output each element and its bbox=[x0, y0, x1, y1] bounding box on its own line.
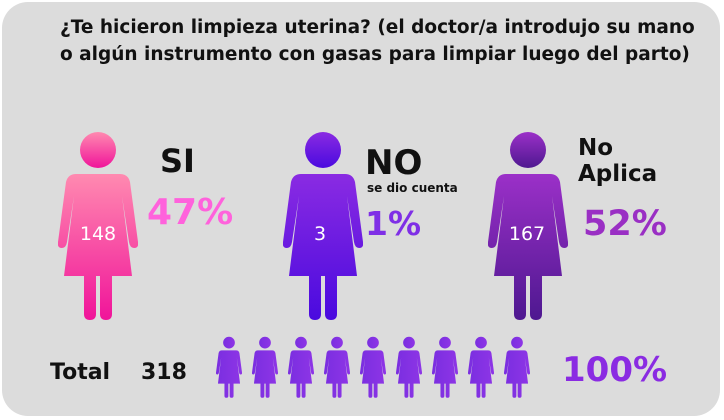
sublabel-no: se dio cuenta bbox=[367, 181, 458, 195]
label-si: SI bbox=[160, 142, 195, 180]
percent-si: 47% bbox=[147, 192, 234, 233]
total-label: Total bbox=[50, 360, 111, 385]
woman-icon-small bbox=[252, 336, 278, 398]
count-si: 148 bbox=[79, 223, 117, 245]
count-no: 3 bbox=[313, 223, 327, 245]
question-title: ¿Te hicieron limpieza uterina? (el docto… bbox=[60, 17, 695, 65]
woman-icon-small bbox=[432, 336, 458, 398]
woman-icon-small bbox=[360, 336, 386, 398]
woman-icon-small bbox=[216, 336, 242, 398]
woman-icon-small bbox=[468, 336, 494, 398]
woman-icon-small bbox=[288, 336, 314, 398]
woman-icon-small bbox=[396, 336, 422, 398]
total-value: 318 bbox=[141, 360, 187, 385]
total-percent: 100% bbox=[562, 350, 668, 390]
woman-icon-small bbox=[324, 336, 350, 398]
count-no-aplica: 167 bbox=[508, 223, 546, 245]
percent-no: 1% bbox=[365, 204, 422, 243]
percent-no-aplica: 52% bbox=[583, 204, 667, 244]
label-no-aplica: No Aplica bbox=[578, 135, 658, 187]
label-no: NO bbox=[365, 143, 423, 183]
woman-icon-small bbox=[504, 336, 530, 398]
